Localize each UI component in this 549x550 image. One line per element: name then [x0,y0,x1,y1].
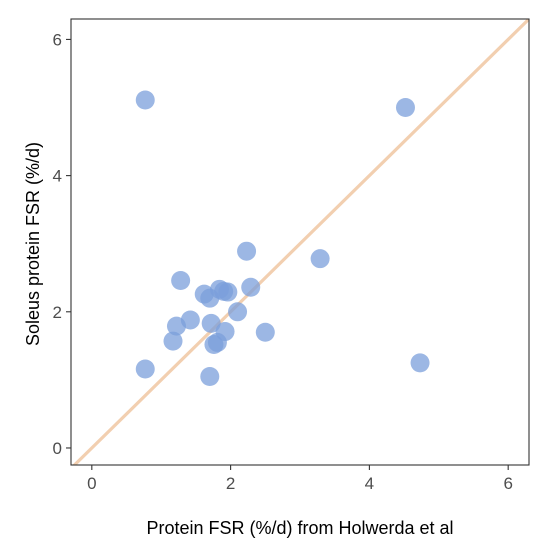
y-tick-label: 4 [53,167,62,186]
plot-panel-border [70,18,530,466]
data-point [237,241,257,261]
data-point [200,366,220,386]
x-tick-label: 4 [365,474,374,493]
x-axis-title: Protein FSR (%/d) from Holwerda et al [146,518,453,538]
y-tick-label: 2 [53,303,62,322]
y-tick-label: 6 [53,30,62,49]
x-tick-label: 0 [87,474,96,493]
data-point [228,302,248,322]
data-point [201,313,221,333]
data-point [180,310,200,330]
identity-reference-line [72,19,529,465]
data-point [135,359,155,379]
data-point [135,90,155,110]
data-point [215,322,235,342]
data-point [255,322,275,342]
x-tick-label: 2 [226,474,235,493]
y-tick-label: 0 [53,439,62,458]
y-axis-title: Soleus protein FSR (%/d) [23,142,43,346]
data-point [163,331,183,351]
data-point [241,277,261,297]
data-point [395,98,415,118]
x-tick-label: 6 [503,474,512,493]
data-point [410,353,430,373]
data-point [310,249,330,269]
data-point [218,282,238,302]
data-point [171,270,191,290]
